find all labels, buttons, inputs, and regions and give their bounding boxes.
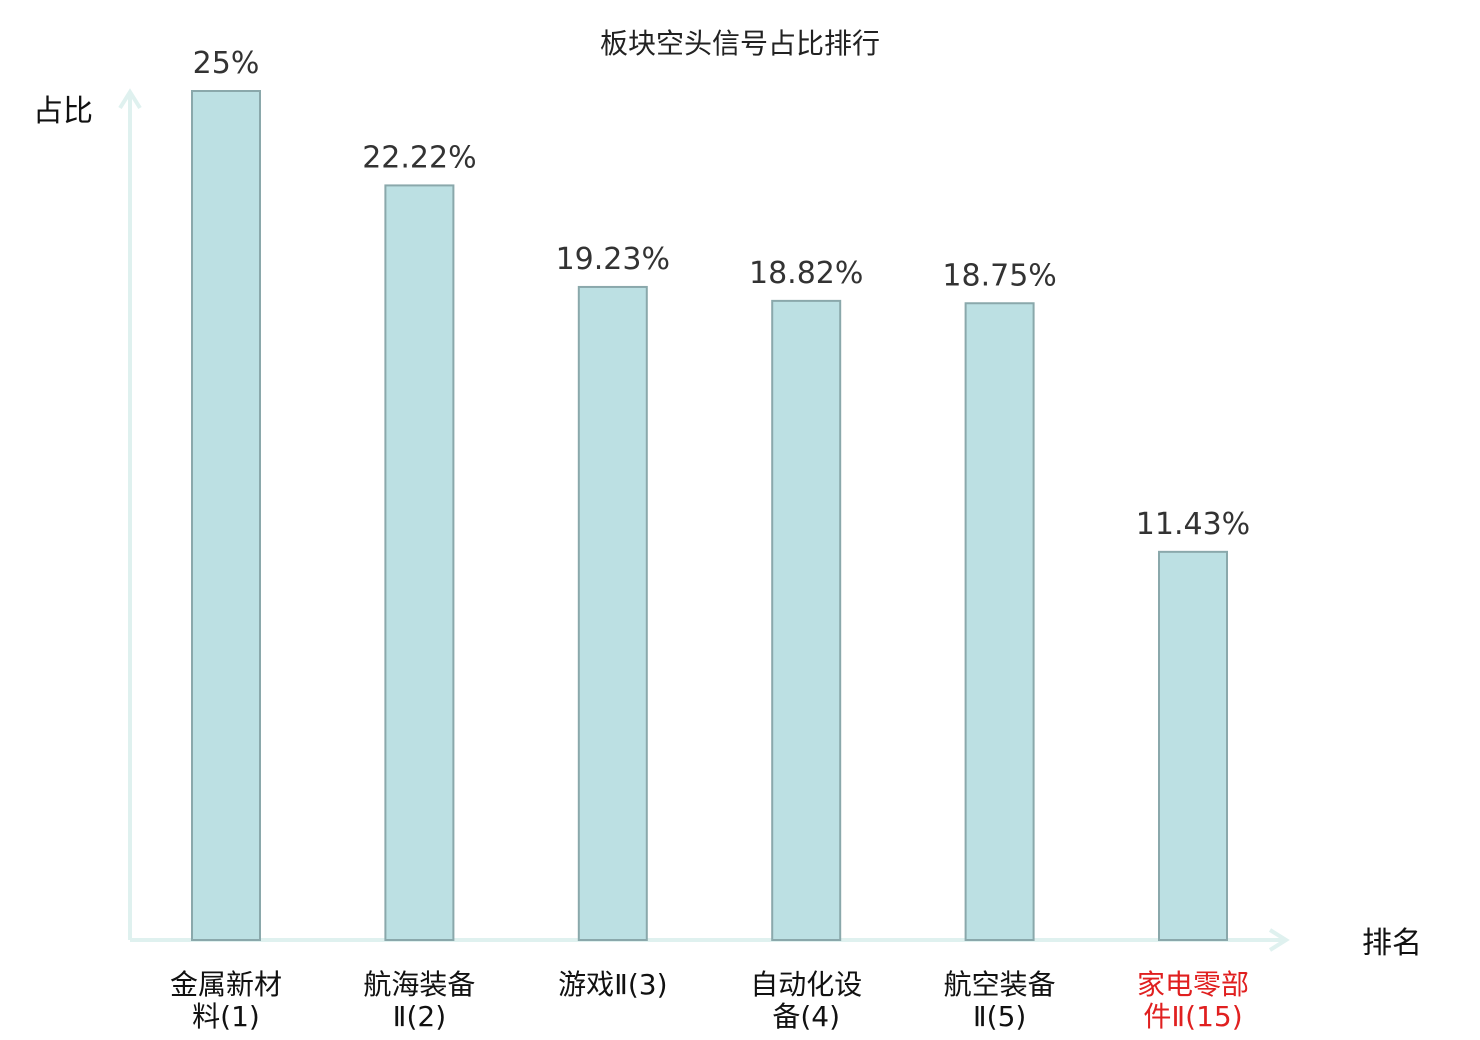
category-label-6-line1: 家电零部 [1137, 968, 1249, 1001]
bar-2 [384, 184, 455, 941]
x-axis-label: 排名 [1362, 926, 1422, 961]
category-label-4-line2: 备(4) [772, 1000, 840, 1033]
bar-5 [964, 302, 1035, 941]
value-label-2: 22.22% [362, 140, 476, 175]
bars-group [191, 90, 1228, 942]
y-axis-label: 占比 [33, 94, 93, 129]
category-label-3-line1: 游戏Ⅱ(3) [558, 968, 667, 1001]
bar-4 [771, 299, 842, 941]
category-label-1-line1: 金属新材 [170, 968, 282, 1001]
bar-6 [1158, 550, 1228, 942]
category-label-4-line1: 自动化设 [750, 968, 862, 1001]
category-label-5-line1: 航空装备 [944, 968, 1056, 1001]
y-axis [118, 88, 142, 940]
bar-3 [577, 285, 648, 941]
category-label-6-line2: 件Ⅱ(15) [1143, 1000, 1242, 1033]
value-labels-group: 25% 22.22% 19.23% 18.82% 18.75% 11.43% [193, 46, 1251, 542]
value-label-1: 25% [193, 46, 260, 81]
category-label-1-line2: 料(1) [192, 1000, 260, 1033]
value-label-4: 18.82% [749, 256, 863, 291]
chart-title: 板块空头信号占比排行 [600, 27, 880, 60]
category-label-2-line1: 航海装备 [363, 968, 475, 1001]
value-label-3: 19.23% [556, 242, 670, 277]
category-label-5-line2: Ⅱ(5) [973, 1000, 1026, 1033]
category-label-2-line2: Ⅱ(2) [393, 1000, 446, 1033]
bar-1 [191, 90, 261, 941]
x-axis [130, 928, 1290, 952]
value-label-5: 18.75% [942, 258, 1056, 293]
value-label-6: 11.43% [1136, 507, 1250, 542]
